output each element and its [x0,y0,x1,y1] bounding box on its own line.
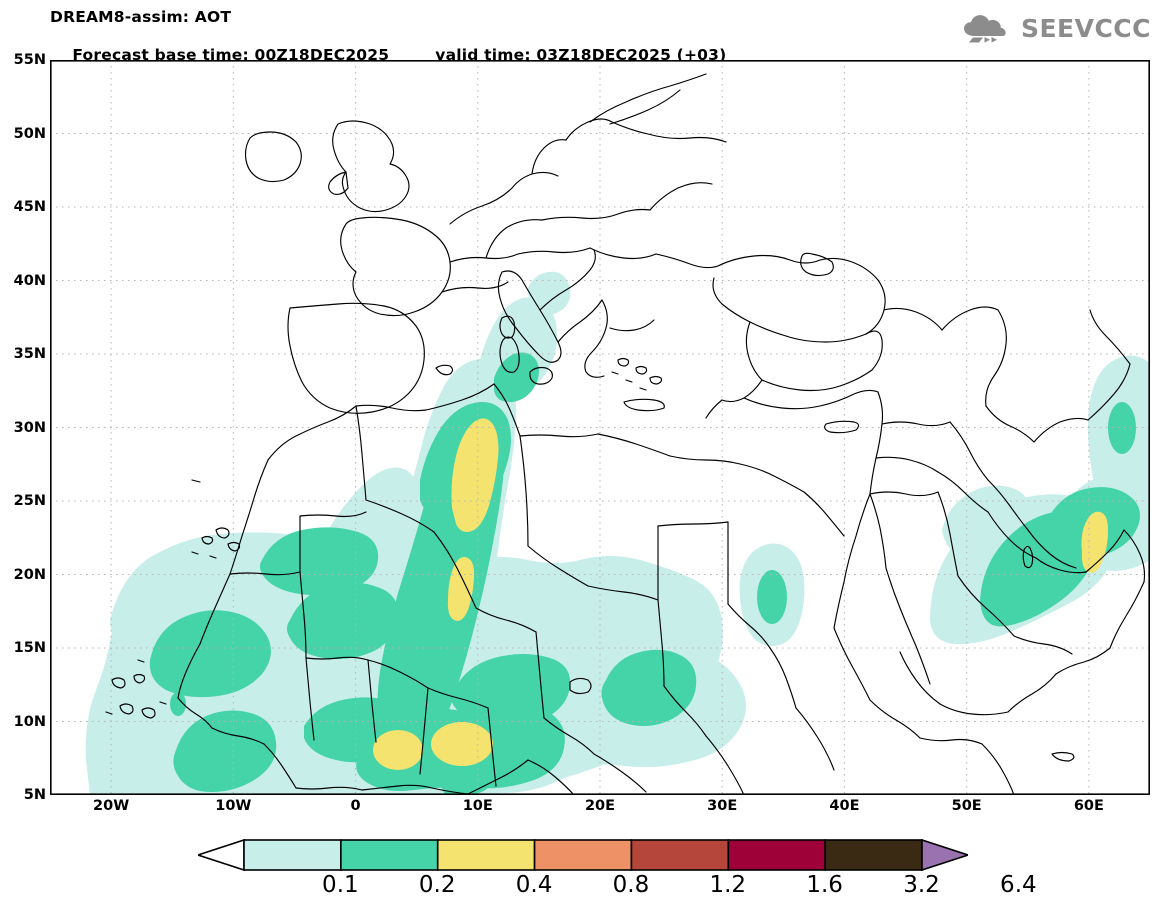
y-axis-tick-label: 20N [13,566,46,583]
colorbar-tick-label: 0.4 [515,872,553,898]
aot-region-band-0.4 [373,730,423,770]
colorbar-swatch [533,839,632,871]
y-axis-tick-label: 50N [13,125,46,142]
x-axis-tick-label: 50E [951,798,982,814]
map-plot-area [50,60,1150,795]
y-axis-tick-label: 35N [13,346,46,362]
aot-contour-layer [85,271,1150,795]
chart-header: DREAM8-assim: AOT Forecast base time: 00… [0,0,1165,64]
aot-region-band-0.2 [287,582,399,659]
y-axis-tick-label: 25N [13,493,46,509]
colorbar-swatch [823,839,923,871]
x-axis-tick-label: 30E [707,798,738,814]
x-axis-tick-label: 10E [462,798,493,814]
aot-region-band-0.2 [601,649,697,726]
colorbar-swatch [436,839,535,871]
page-title: DREAM8-assim: AOT [50,8,232,26]
aot-region-band-0.2 [757,570,787,624]
logo-text: SEEVCCC [1020,13,1151,43]
colorbar-tick-label: 0.8 [612,872,650,898]
colorbar-swatch [726,839,826,871]
x-axis-tick-label: 20W [93,798,130,814]
y-axis-tick-label: 10N [13,713,46,730]
colorbar-tick-label: 0.1 [322,872,359,898]
x-axis-tick-label: 20E [584,798,616,814]
map-gridlines [50,60,1150,795]
colorbar-swatch [630,839,729,871]
cloud-icon [963,15,1006,43]
aot-region-band-0.2 [1108,402,1136,454]
colorbar-low-cap [197,838,245,872]
colorbar-tick-label: 6.4 [1000,872,1037,898]
y-axis-labels: 5N 10N 15N 20N 25N 30N 35N 40N 45N 50N 55N [0,52,46,803]
colorbar-tick-label: 0.2 [418,872,456,898]
y-axis-tick-label: 40N [13,272,46,289]
colorbar-high-cap [920,838,968,872]
aot-region-band-0.2 [173,710,277,793]
aot-region-band-0.2 [149,610,271,698]
x-axis-tick-label: 10W [215,798,252,814]
aot-region-band-0.4 [451,418,499,532]
aot-region-band-0.2 [494,352,539,403]
colorbar-swatches [197,838,968,872]
aot-region-band-0.4 [431,722,493,766]
colorbar-tick-label: 1.2 [709,872,747,898]
colorbar-swatch [339,839,439,871]
aot-region-band-0.4 [1081,511,1108,573]
x-axis-tick-label: 0 [350,798,361,814]
colorbar-tick-label: 3.2 [903,872,940,898]
x-axis-tick-label: 60E [1073,798,1104,814]
x-axis-labels: 20W 10W 0 10E 20E 30E 40E 50E 60E [50,798,1150,824]
y-axis-tick-label: 15N [13,640,46,656]
y-axis-tick-label: 30N [13,419,46,436]
y-axis-tick-label: 5N [23,787,46,803]
aot-region-band-0.2 [260,527,379,596]
aot-region-band-0.1 [528,271,571,315]
y-axis-tick-label: 45N [13,199,46,215]
colorbar-tick-labels: 0.1 0.2 0.4 0.8 1.2 1.6 3.2 6.4 [0,872,1165,902]
x-axis-tick-label: 40E [829,798,860,814]
y-axis-tick-label: 55N [13,52,46,68]
aot-region-band-0.2 [170,692,186,716]
seevccc-logo: SEEVCCC [962,8,1151,48]
colorbar-tick-label: 1.6 [806,872,843,898]
colorbar-swatch [242,839,342,871]
colorbar: 0.1 0.2 0.4 0.8 1.2 1.6 3.2 6.4 [0,836,1165,898]
aot-region-band-0.4 [447,557,475,621]
